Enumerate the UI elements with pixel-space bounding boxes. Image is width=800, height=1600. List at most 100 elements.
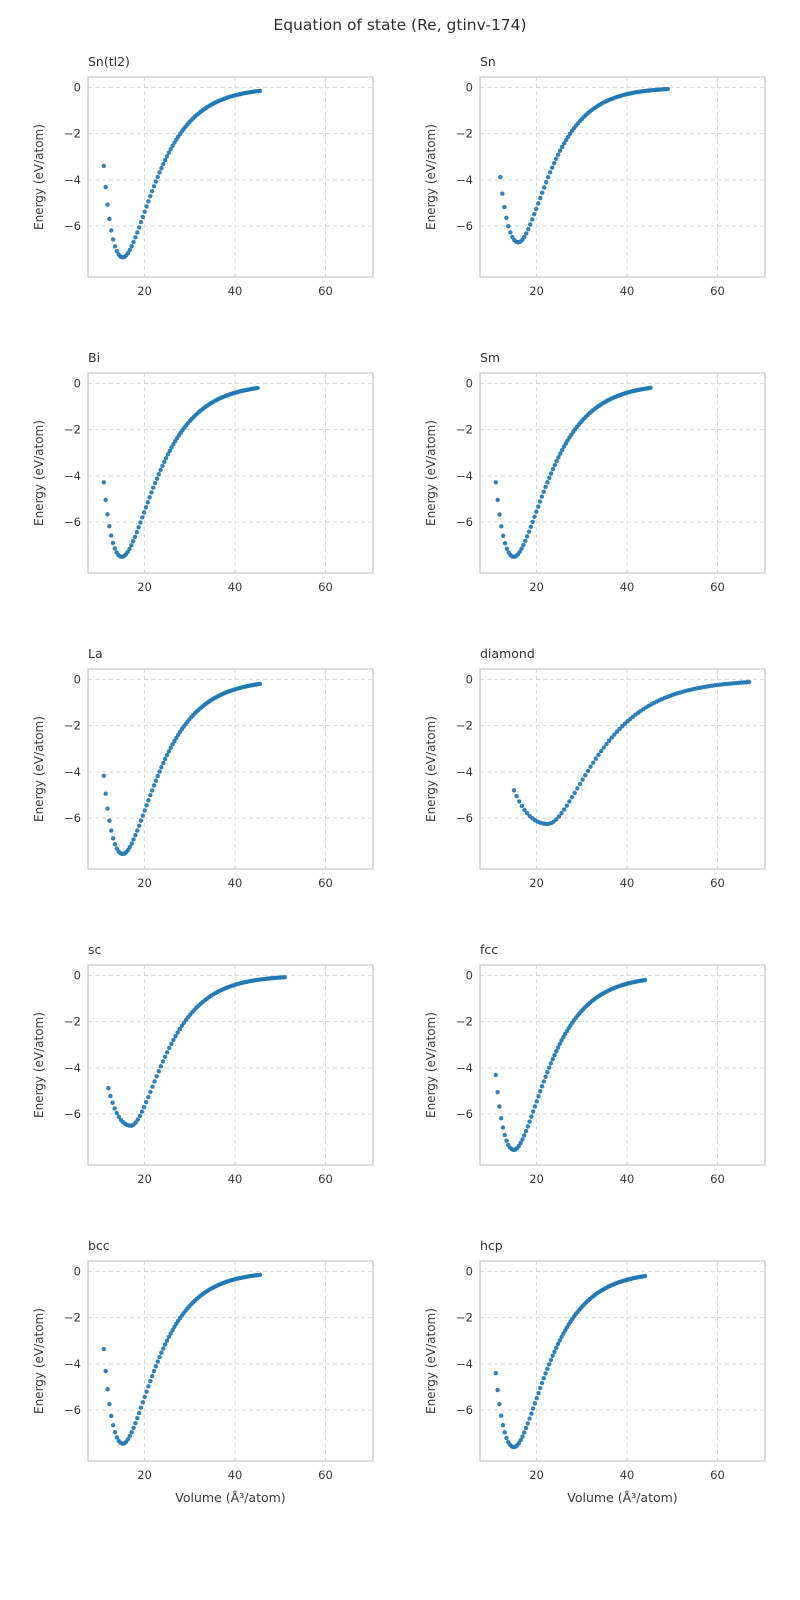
svg-text:20: 20 xyxy=(529,876,544,890)
svg-text:−6: −6 xyxy=(64,219,81,233)
svg-text:40: 40 xyxy=(228,1468,243,1482)
eos-panel-la: La Energy (eV/atom) 20 40 60 0 −2 −4 −6 xyxy=(30,646,378,894)
panel-title: Bi xyxy=(88,350,101,365)
svg-text:40: 40 xyxy=(228,284,243,298)
eos-panel-sn: Sn Energy (eV/atom) 20 40 60 0 −2 −4 −6 xyxy=(422,54,770,302)
eos-plot: 20 40 60 0 −2 −4 −6 xyxy=(456,964,766,1186)
panel-title: La xyxy=(88,646,103,661)
svg-text:−6: −6 xyxy=(456,1107,473,1121)
panel-title: bcc xyxy=(88,1238,110,1253)
svg-text:60: 60 xyxy=(710,876,725,890)
svg-text:−2: −2 xyxy=(64,1015,81,1029)
svg-text:−2: −2 xyxy=(456,1015,473,1029)
svg-text:0: 0 xyxy=(466,376,473,390)
eos-plot: 20 40 60 0 −2 −4 −6 xyxy=(456,668,766,890)
svg-text:40: 40 xyxy=(228,580,243,594)
panel-title: Sm xyxy=(480,350,501,365)
svg-text:−2: −2 xyxy=(456,127,473,141)
svg-text:−6: −6 xyxy=(456,219,473,233)
eos-plot: 20 40 60 0 −2 −4 −6 xyxy=(456,372,766,594)
panel-title: sc xyxy=(88,942,102,957)
svg-text:−4: −4 xyxy=(64,469,81,483)
eos-panel-fcc: fcc Energy (eV/atom) 20 40 60 0 −2 −4 −6 xyxy=(422,942,770,1190)
svg-text:−2: −2 xyxy=(64,423,81,437)
y-axis-label: Energy (eV/atom) xyxy=(32,124,46,230)
svg-text:0: 0 xyxy=(74,376,81,390)
svg-text:20: 20 xyxy=(529,284,544,298)
panel-title: diamond xyxy=(480,646,535,661)
eos-panel-sn-tl2: Sn(tl2) Energy (eV/atom) 20 40 60 0 −2 −4 −6 xyxy=(30,54,378,302)
svg-text:−6: −6 xyxy=(64,515,81,529)
svg-text:−2: −2 xyxy=(64,127,81,141)
y-axis-label: Energy (eV/atom) xyxy=(424,124,438,230)
svg-text:20: 20 xyxy=(529,580,544,594)
svg-text:20: 20 xyxy=(529,1172,544,1186)
svg-text:0: 0 xyxy=(466,968,473,982)
svg-text:−6: −6 xyxy=(64,1403,81,1417)
figure: Equation of state (Re, gtinv-174) Sn(tl2… xyxy=(0,16,800,1505)
svg-text:20: 20 xyxy=(137,876,152,890)
svg-text:−4: −4 xyxy=(456,173,473,187)
eos-panel-sc: sc Energy (eV/atom) 20 40 60 0 −2 −4 −6 xyxy=(30,942,378,1190)
svg-text:−4: −4 xyxy=(64,765,81,779)
svg-text:60: 60 xyxy=(710,284,725,298)
svg-text:−4: −4 xyxy=(64,173,81,187)
svg-text:−2: −2 xyxy=(456,423,473,437)
svg-text:−4: −4 xyxy=(456,469,473,483)
y-axis-label: Energy (eV/atom) xyxy=(32,716,46,822)
y-axis-label: Energy (eV/atom) xyxy=(32,1308,46,1414)
svg-text:−4: −4 xyxy=(456,1357,473,1371)
y-axis-label: Energy (eV/atom) xyxy=(32,420,46,526)
svg-text:−4: −4 xyxy=(64,1357,81,1371)
eos-panel-hcp: hcp Energy (eV/atom) 20 40 60 0 −2 −4 −6 Volum… xyxy=(422,1238,770,1505)
eos-plot: 20 40 60 0 −2 −4 −6 xyxy=(456,1260,766,1482)
svg-text:60: 60 xyxy=(318,1468,333,1482)
y-axis-label: Energy (eV/atom) xyxy=(32,1012,46,1118)
svg-text:0: 0 xyxy=(74,80,81,94)
subplot-grid: Sn(tl2) Energy (eV/atom) 20 40 60 0 −2 −4 −6 S… xyxy=(0,54,800,1505)
y-axis-label: Energy (eV/atom) xyxy=(424,1012,438,1118)
svg-text:20: 20 xyxy=(137,580,152,594)
svg-text:40: 40 xyxy=(228,1172,243,1186)
svg-text:−4: −4 xyxy=(456,765,473,779)
svg-text:−4: −4 xyxy=(456,1061,473,1075)
panel-title: Sn(tl2) xyxy=(88,54,130,69)
y-axis-label: Energy (eV/atom) xyxy=(424,716,438,822)
panel-title: Sn xyxy=(480,54,496,69)
svg-text:−6: −6 xyxy=(456,811,473,825)
x-axis-label: Volume (Å³/atom) xyxy=(175,1490,286,1505)
svg-text:0: 0 xyxy=(466,80,473,94)
eos-panel-bi: Bi Energy (eV/atom) 20 40 60 0 −2 −4 −6 xyxy=(30,350,378,598)
svg-text:0: 0 xyxy=(466,672,473,686)
svg-text:−6: −6 xyxy=(456,515,473,529)
svg-text:40: 40 xyxy=(620,284,635,298)
svg-text:60: 60 xyxy=(710,1468,725,1482)
eos-plot: 20 40 60 0 −2 −4 −6 xyxy=(64,76,374,298)
svg-text:60: 60 xyxy=(318,1172,333,1186)
figure-title: Equation of state (Re, gtinv-174) xyxy=(273,16,527,34)
panel-title: hcp xyxy=(480,1238,503,1253)
y-axis-label: Energy (eV/atom) xyxy=(424,1308,438,1414)
svg-text:60: 60 xyxy=(318,284,333,298)
svg-text:60: 60 xyxy=(318,876,333,890)
svg-text:60: 60 xyxy=(710,580,725,594)
svg-text:−2: −2 xyxy=(64,1311,81,1325)
svg-text:−6: −6 xyxy=(456,1403,473,1417)
svg-text:0: 0 xyxy=(74,968,81,982)
svg-text:20: 20 xyxy=(137,284,152,298)
svg-text:40: 40 xyxy=(620,876,635,890)
svg-text:−4: −4 xyxy=(64,1061,81,1075)
eos-plot: 20 40 60 0 −2 −4 −6 xyxy=(64,668,374,890)
y-axis-label: Energy (eV/atom) xyxy=(424,420,438,526)
svg-text:−2: −2 xyxy=(456,719,473,733)
svg-text:40: 40 xyxy=(620,1468,635,1482)
svg-text:20: 20 xyxy=(137,1468,152,1482)
eos-panel-sm: Sm Energy (eV/atom) 20 40 60 0 −2 −4 −6 xyxy=(422,350,770,598)
eos-plot: 20 40 60 0 −2 −4 −6 xyxy=(64,1260,374,1482)
svg-text:−6: −6 xyxy=(64,811,81,825)
eos-plot: 20 40 60 0 −2 −4 −6 xyxy=(64,964,374,1186)
svg-text:0: 0 xyxy=(466,1264,473,1278)
svg-text:60: 60 xyxy=(710,1172,725,1186)
svg-text:40: 40 xyxy=(620,1172,635,1186)
panel-title: fcc xyxy=(480,942,499,957)
